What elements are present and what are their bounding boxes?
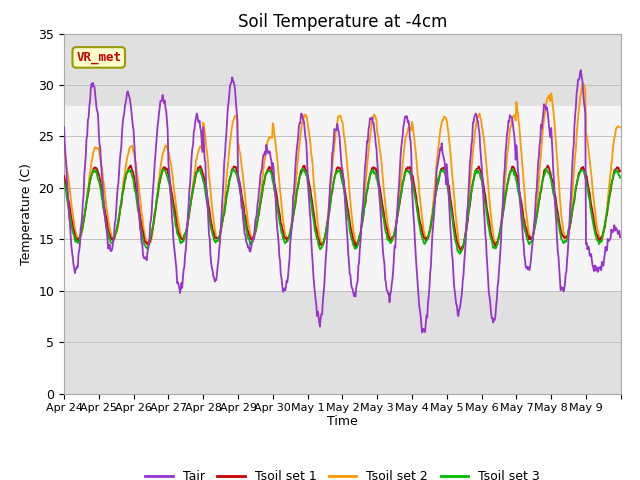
Legend: Tair, Tsoil set 1, Tsoil set 2, Tsoil set 3: Tair, Tsoil set 1, Tsoil set 2, Tsoil se…	[140, 465, 545, 480]
Text: VR_met: VR_met	[76, 51, 121, 64]
Y-axis label: Temperature (C): Temperature (C)	[20, 163, 33, 264]
Bar	[64, 106, 621, 291]
X-axis label: Time: Time	[327, 415, 358, 428]
Title: Soil Temperature at -4cm: Soil Temperature at -4cm	[237, 12, 447, 31]
